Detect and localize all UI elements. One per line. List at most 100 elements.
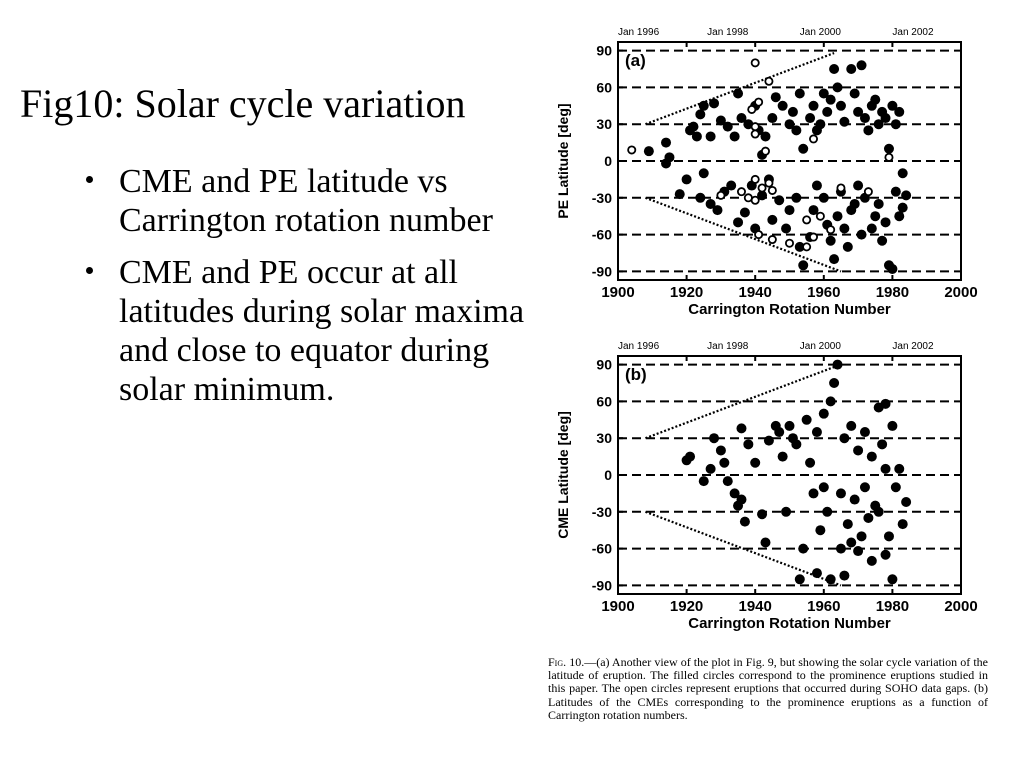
filled-circle-point — [774, 427, 785, 438]
x-tick-label: 1900 — [601, 284, 634, 301]
filled-circle-point — [811, 180, 822, 191]
open-circle-point — [836, 183, 846, 193]
caption-label: Fig. 10. — [548, 656, 585, 669]
filled-circle-point — [849, 198, 860, 209]
filled-circle-point — [859, 113, 870, 124]
envelope-line — [645, 510, 842, 587]
filled-circle-point — [798, 260, 809, 271]
filled-circle-point — [709, 433, 720, 444]
filled-circle-point — [733, 88, 744, 99]
x-tick-label: 1960 — [807, 598, 840, 615]
filled-circle-point — [822, 106, 833, 117]
filled-circle-point — [811, 568, 822, 579]
filled-circle-point — [784, 119, 795, 130]
filled-circle-point — [883, 143, 894, 154]
filled-circle-point — [887, 100, 898, 111]
filled-circle-point — [767, 214, 778, 225]
filled-circle-point — [887, 420, 898, 431]
open-circle-point — [826, 225, 836, 235]
open-circle-point — [802, 215, 812, 225]
filled-circle-point — [695, 109, 706, 120]
filled-circle-point — [846, 537, 857, 548]
filled-circle-point — [808, 205, 819, 216]
filled-circle-point — [688, 121, 699, 132]
caption-text: —(a) Another view of the plot in Fig. 9,… — [548, 656, 988, 722]
filled-circle-point — [808, 100, 819, 111]
filled-circle-point — [784, 205, 795, 216]
filled-circle-point — [709, 98, 720, 109]
open-circle-point — [754, 230, 764, 240]
filled-circle-point — [726, 180, 737, 191]
open-circle-point — [809, 232, 819, 242]
bullet-item: CME and PE occur at all latitudes during… — [86, 253, 536, 409]
filled-circle-point — [873, 119, 884, 130]
filled-circle-point — [887, 574, 898, 585]
filled-circle-point — [825, 94, 836, 105]
filled-circle-point — [757, 509, 768, 520]
filled-circle-point — [705, 198, 716, 209]
slide-title: Fig10: Solar cycle variation — [20, 81, 466, 126]
filled-circle-point — [643, 146, 654, 157]
filled-circle-point — [729, 488, 740, 499]
filled-circle-point — [739, 516, 750, 527]
filled-circle-point — [894, 463, 905, 474]
filled-circle-point — [818, 482, 829, 493]
y-axis-label: PE Latitude [deg] — [555, 103, 571, 218]
filled-circle-point — [781, 506, 792, 517]
filled-circle-point — [760, 537, 771, 548]
open-circle-point — [760, 146, 770, 156]
open-circle-point — [750, 195, 760, 205]
x-axis-label: Carrington Rotation Number — [688, 301, 891, 318]
filled-circle-point — [842, 519, 853, 530]
x-tick-label: 1940 — [739, 284, 772, 301]
y-axis-label: CME Latitude [deg] — [555, 411, 571, 539]
filled-circle-point — [733, 217, 744, 228]
filled-circle-point — [818, 408, 829, 419]
filled-circle-point — [691, 131, 702, 142]
filled-circle-point — [681, 174, 692, 185]
filled-circle-point — [794, 88, 805, 99]
filled-circle-point — [798, 543, 809, 554]
filled-circle-point — [829, 63, 840, 74]
filled-circle-point — [794, 574, 805, 585]
filled-circle-point — [661, 137, 672, 148]
filled-circle-point — [705, 131, 716, 142]
filled-circle-point — [873, 198, 884, 209]
filled-circle-point — [835, 100, 846, 111]
y-tick-label: -90 — [592, 577, 612, 593]
filled-circle-point — [866, 555, 877, 566]
panel-label: (b) — [625, 365, 647, 384]
filled-circle-point — [739, 207, 750, 218]
filled-circle-point — [863, 512, 874, 523]
filled-circle-point — [712, 205, 723, 216]
filled-circle-point — [757, 190, 768, 201]
open-circle-point — [884, 152, 894, 162]
filled-circle-point — [777, 451, 788, 462]
pe-latitude-scatter-plot: 90 60 30 0 -30 -60 -90 1900 1920 1940 1960 1980 2000… — [555, 27, 978, 318]
filled-circle-point — [743, 439, 754, 450]
y-tick-label: -60 — [592, 227, 612, 243]
y-tick-label: 90 — [596, 357, 612, 373]
filled-circle-point — [791, 192, 802, 203]
open-circle-point — [767, 185, 777, 195]
filled-circle-point — [829, 377, 840, 388]
filled-circle-point — [781, 223, 792, 234]
filled-circle-point — [829, 254, 840, 265]
filled-circle-point — [750, 457, 761, 468]
x-tick-label: 1980 — [876, 598, 909, 615]
filled-circle-point — [818, 88, 829, 99]
filled-circle-point — [835, 488, 846, 499]
filled-circle-point — [853, 546, 864, 557]
y-tick-label: 90 — [596, 43, 612, 59]
open-circle-point — [757, 183, 767, 193]
filled-circle-point — [719, 457, 730, 468]
open-circle-point — [815, 211, 825, 221]
filled-circle-point — [763, 435, 774, 446]
bullet-item: CME and PE latitude vs Carrington rotati… — [86, 162, 536, 240]
y-tick-label: 0 — [604, 467, 612, 483]
filled-circle-point — [894, 106, 905, 117]
filled-circle-point — [901, 190, 912, 201]
filled-circle-point — [715, 445, 726, 456]
envelope-line — [645, 196, 842, 273]
figure-caption: Fig. 10.—(a) Another view of the plot in… — [548, 656, 988, 754]
